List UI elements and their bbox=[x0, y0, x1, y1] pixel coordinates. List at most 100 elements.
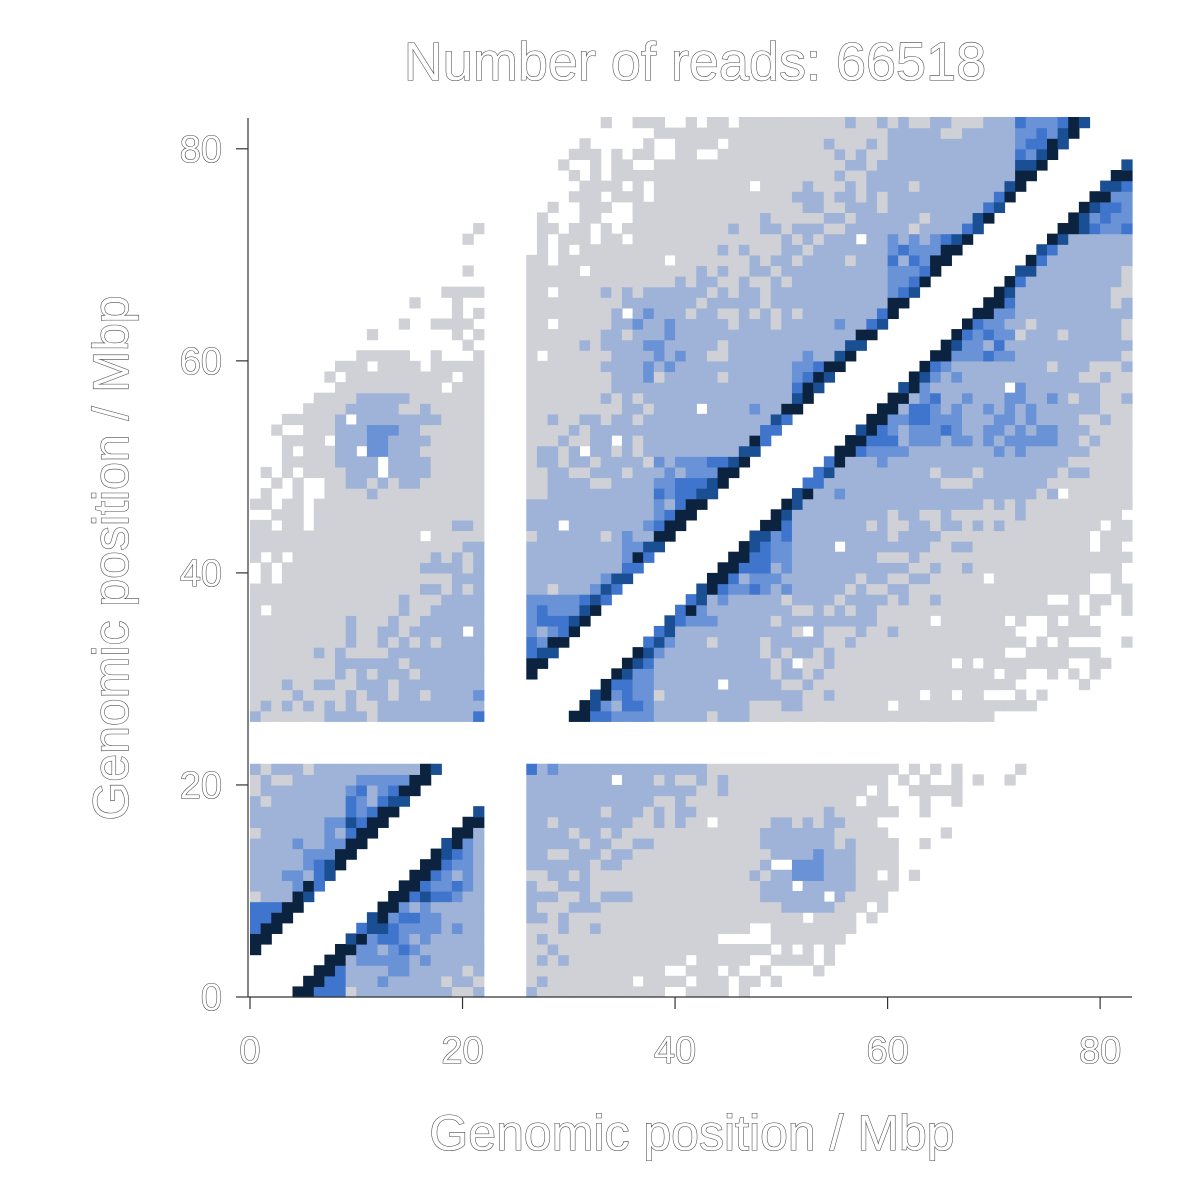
heatmap-cell bbox=[303, 774, 315, 786]
heatmap-cell bbox=[473, 604, 485, 616]
heatmap-cell bbox=[813, 615, 825, 627]
heatmap-cell bbox=[462, 880, 474, 892]
heatmap-cell bbox=[441, 668, 453, 680]
heatmap-cell bbox=[664, 689, 676, 701]
heatmap-cell bbox=[558, 488, 570, 500]
heatmap-cell bbox=[260, 869, 272, 881]
heatmap-cell bbox=[972, 148, 984, 161]
heatmap-cell bbox=[621, 986, 634, 998]
heatmap-cell bbox=[462, 339, 474, 351]
heatmap-cell bbox=[845, 710, 857, 722]
heatmap-cell bbox=[866, 329, 878, 341]
heatmap-cell bbox=[876, 657, 889, 669]
heatmap-cell bbox=[791, 138, 804, 150]
heatmap-cell bbox=[643, 392, 655, 404]
heatmap-cell bbox=[324, 562, 336, 574]
heatmap-cell bbox=[1036, 159, 1048, 171]
heatmap-cell bbox=[813, 509, 825, 521]
heatmap-cell bbox=[409, 413, 421, 426]
heatmap-cell bbox=[834, 615, 846, 627]
heatmap-cell bbox=[1100, 223, 1112, 235]
heatmap-cell bbox=[303, 530, 315, 542]
heatmap-cell bbox=[770, 880, 782, 892]
heatmap-cell bbox=[802, 562, 814, 574]
heatmap-cell bbox=[781, 890, 793, 903]
heatmap-cell bbox=[420, 371, 432, 383]
heatmap-cell bbox=[451, 710, 464, 722]
heatmap-cell bbox=[345, 562, 357, 574]
heatmap-cell bbox=[781, 148, 793, 161]
heatmap-cell bbox=[388, 625, 400, 638]
heatmap-cell bbox=[696, 286, 708, 298]
heatmap-cell bbox=[855, 816, 867, 828]
heatmap-cell bbox=[696, 297, 708, 309]
heatmap-cell bbox=[420, 466, 432, 479]
heatmap-cell bbox=[813, 276, 825, 288]
heatmap-cell bbox=[1015, 636, 1027, 648]
heatmap-cell bbox=[781, 307, 793, 320]
heatmap-cell bbox=[866, 848, 878, 860]
heatmap-cell bbox=[462, 827, 474, 839]
heatmap-cell bbox=[855, 657, 867, 669]
heatmap-cell bbox=[1089, 647, 1101, 659]
heatmap-cell bbox=[600, 551, 612, 563]
heatmap-cell bbox=[1004, 456, 1016, 468]
heatmap-cell bbox=[621, 689, 634, 701]
heatmap-cell bbox=[781, 382, 793, 394]
heatmap-cell bbox=[621, 541, 634, 553]
heatmap-cell bbox=[972, 223, 984, 235]
heatmap-cell bbox=[653, 689, 666, 701]
heatmap-cell bbox=[271, 763, 283, 775]
heatmap-cell bbox=[420, 382, 432, 394]
heatmap-cell bbox=[653, 869, 666, 881]
heatmap-cell bbox=[972, 456, 984, 468]
heatmap-cell bbox=[621, 244, 634, 256]
heatmap-cell bbox=[876, 170, 889, 182]
heatmap-cell bbox=[420, 774, 432, 786]
heatmap-cell bbox=[855, 689, 867, 701]
heatmap-cell bbox=[281, 509, 294, 521]
heatmap-cell bbox=[558, 965, 570, 977]
heatmap-cell bbox=[866, 413, 878, 426]
heatmap-cell bbox=[876, 562, 889, 574]
heatmap-cell bbox=[590, 922, 602, 934]
heatmap-cell bbox=[526, 286, 538, 298]
heatmap-cell bbox=[568, 774, 581, 786]
heatmap-cell bbox=[398, 880, 410, 892]
heatmap-cell bbox=[1046, 413, 1059, 426]
heatmap-cell bbox=[802, 392, 814, 404]
heatmap-cell bbox=[781, 572, 793, 585]
heatmap-cell bbox=[951, 339, 963, 351]
heatmap-cell bbox=[1015, 657, 1027, 669]
heatmap-cell bbox=[845, 180, 857, 192]
heatmap-cell bbox=[1015, 572, 1027, 585]
heatmap-cell bbox=[335, 795, 347, 807]
heatmap-cell bbox=[919, 382, 931, 394]
heatmap-cell bbox=[876, 127, 889, 139]
heatmap-cell bbox=[983, 424, 995, 436]
heatmap-cell bbox=[1004, 339, 1016, 351]
heatmap-cell bbox=[845, 191, 857, 203]
heatmap-cell bbox=[696, 965, 708, 977]
heatmap-cell bbox=[526, 806, 538, 818]
heatmap-cell bbox=[940, 477, 952, 489]
heatmap-cell bbox=[568, 477, 581, 489]
heatmap-cell bbox=[1121, 488, 1133, 500]
heatmap-cell bbox=[632, 912, 644, 924]
heatmap-cell bbox=[940, 424, 952, 436]
heatmap-cell bbox=[675, 901, 687, 913]
heatmap-cell bbox=[653, 212, 666, 224]
heatmap-cell bbox=[770, 371, 782, 383]
heatmap-cell bbox=[643, 413, 655, 426]
heatmap-cell bbox=[590, 594, 602, 606]
heatmap-cell bbox=[887, 837, 899, 850]
heatmap-cell bbox=[1089, 519, 1101, 532]
heatmap-cell bbox=[685, 625, 697, 638]
heatmap-cell bbox=[600, 890, 612, 903]
heatmap-cell bbox=[696, 710, 708, 722]
heatmap-cell bbox=[292, 413, 304, 426]
heatmap-cell bbox=[908, 869, 921, 881]
heatmap-cell bbox=[696, 604, 708, 616]
heatmap-cell bbox=[696, 615, 708, 627]
heatmap-cell bbox=[887, 445, 899, 457]
